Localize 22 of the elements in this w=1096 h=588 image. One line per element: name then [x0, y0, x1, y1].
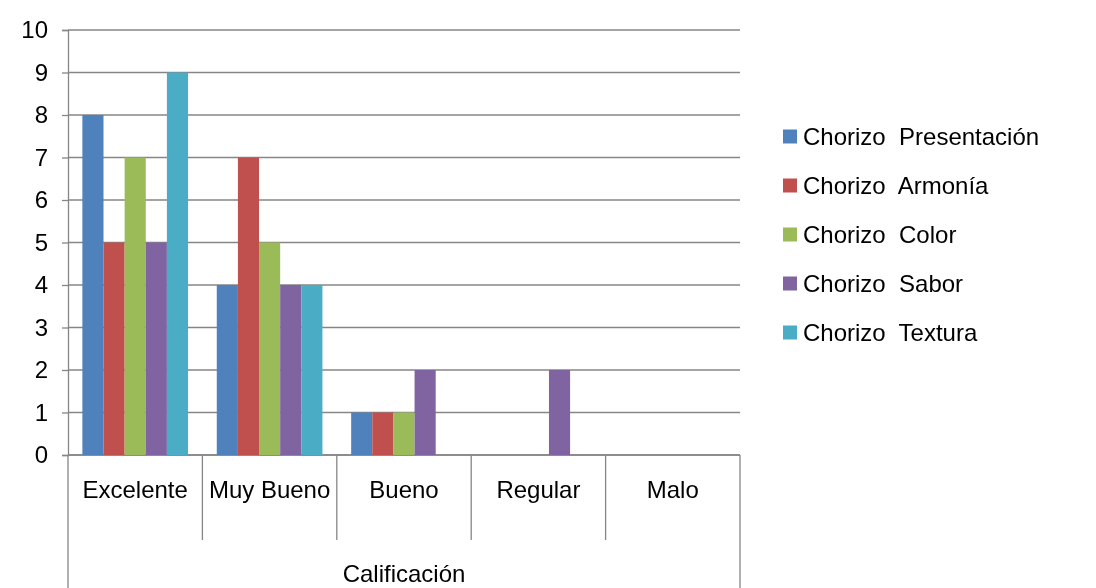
y-tick-label: 7 — [34, 143, 48, 171]
y-tick-label: 8 — [34, 101, 48, 129]
x-axis-title: Calificación — [342, 560, 466, 587]
x-tick-label: Muy Bueno — [208, 476, 331, 503]
y-tick-label: 6 — [34, 186, 48, 214]
legend-label: Chorizo Textura — [803, 318, 978, 346]
legend-label: Chorizo Sabor — [803, 269, 964, 297]
x-tick-label: Bueno — [369, 476, 439, 503]
y-tick-label: 1 — [34, 398, 48, 426]
legend-label: Chorizo Armonía — [803, 171, 990, 199]
y-tick-label: 10 — [21, 16, 48, 44]
y-tick-label: 3 — [34, 313, 48, 341]
x-tick-label: Regular — [496, 476, 581, 503]
y-tick-label: 0 — [34, 441, 48, 469]
x-tick-label: Malo — [646, 476, 699, 503]
y-tick-label: 9 — [34, 58, 48, 86]
legend-label: Chorizo Presentación — [803, 122, 1040, 150]
x-tick-label: Excelente — [82, 476, 188, 503]
y-tick-label: 2 — [34, 356, 48, 384]
legend-label: Chorizo Color — [803, 220, 957, 248]
y-tick-label: 5 — [34, 228, 48, 256]
y-tick-label: 4 — [34, 271, 48, 299]
